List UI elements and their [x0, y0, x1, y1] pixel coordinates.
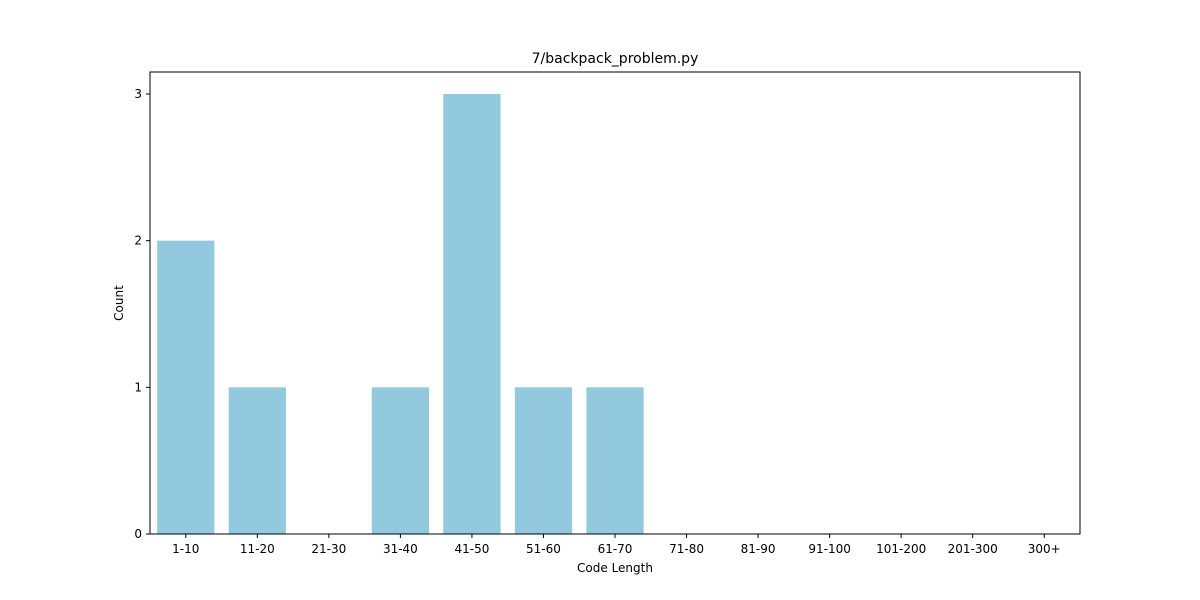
y-tick-label: 0	[134, 527, 142, 541]
x-tick-label: 21-30	[311, 542, 346, 556]
x-tick-label: 51-60	[526, 542, 561, 556]
x-tick-label: 101-200	[876, 542, 926, 556]
x-axis-label: Code Length	[577, 561, 653, 575]
bar-11-20	[228, 387, 286, 534]
y-axis-label: Count	[112, 285, 126, 321]
x-tick-label: 201-300	[948, 542, 998, 556]
x-axis: 1-10 11-20 21-30 31-40 41-50 51-60 61-70 71-80 8…	[172, 534, 1061, 556]
x-tick-label: 31-40	[383, 542, 418, 556]
y-axis: 0 1 2 3	[134, 87, 150, 541]
x-tick-label: 1-10	[172, 542, 199, 556]
x-tick-label: 300+	[1028, 542, 1061, 556]
bar-61-70	[586, 387, 644, 534]
x-tick-label: 71-80	[669, 542, 704, 556]
bar-31-40	[371, 387, 429, 534]
bar-51-60	[514, 387, 573, 534]
x-tick-label: 41-50	[454, 542, 489, 556]
bar-1-10	[157, 240, 215, 535]
y-tick-label: 2	[134, 234, 142, 248]
y-tick-label: 1	[134, 380, 142, 394]
x-tick-label: 81-90	[741, 542, 776, 556]
x-tick-label: 11-20	[240, 542, 275, 556]
x-tick-label: 91-100	[808, 542, 851, 556]
bar-41-50	[443, 94, 501, 534]
y-tick-label: 3	[134, 87, 142, 101]
x-tick-label: 61-70	[598, 542, 633, 556]
chart-title: 7/backpack_problem.py	[532, 51, 699, 67]
bars-group	[157, 94, 644, 535]
